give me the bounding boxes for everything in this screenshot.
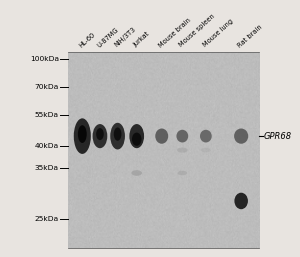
Ellipse shape xyxy=(78,125,87,143)
Text: Rat brain: Rat brain xyxy=(237,23,264,48)
Text: Mouse brain: Mouse brain xyxy=(158,17,192,48)
Ellipse shape xyxy=(177,148,188,153)
Ellipse shape xyxy=(155,128,168,144)
Ellipse shape xyxy=(131,170,142,176)
Text: GPR68: GPR68 xyxy=(264,132,292,141)
Ellipse shape xyxy=(200,130,212,142)
Ellipse shape xyxy=(234,193,248,209)
Text: NIH/3T3: NIH/3T3 xyxy=(114,26,137,48)
Ellipse shape xyxy=(132,133,142,146)
Text: 25kDa: 25kDa xyxy=(34,216,59,222)
Ellipse shape xyxy=(129,124,144,148)
Ellipse shape xyxy=(201,148,211,152)
Text: U-87MG: U-87MG xyxy=(96,26,120,48)
Text: HL-60: HL-60 xyxy=(78,31,97,48)
Ellipse shape xyxy=(74,118,91,154)
FancyBboxPatch shape xyxy=(68,52,259,248)
Ellipse shape xyxy=(96,128,104,140)
Text: 70kDa: 70kDa xyxy=(34,84,59,89)
Ellipse shape xyxy=(110,123,125,150)
Ellipse shape xyxy=(114,127,122,141)
Ellipse shape xyxy=(93,124,107,148)
Text: 55kDa: 55kDa xyxy=(35,112,59,117)
Ellipse shape xyxy=(178,171,187,175)
Text: Jurkat: Jurkat xyxy=(133,31,151,48)
Text: 35kDa: 35kDa xyxy=(35,165,59,171)
Text: 40kDa: 40kDa xyxy=(34,143,59,149)
Ellipse shape xyxy=(234,128,248,144)
Ellipse shape xyxy=(176,130,188,142)
Text: Mouse lung: Mouse lung xyxy=(202,19,234,48)
Text: Mouse spleen: Mouse spleen xyxy=(178,13,216,48)
Text: 100kDa: 100kDa xyxy=(30,56,59,62)
